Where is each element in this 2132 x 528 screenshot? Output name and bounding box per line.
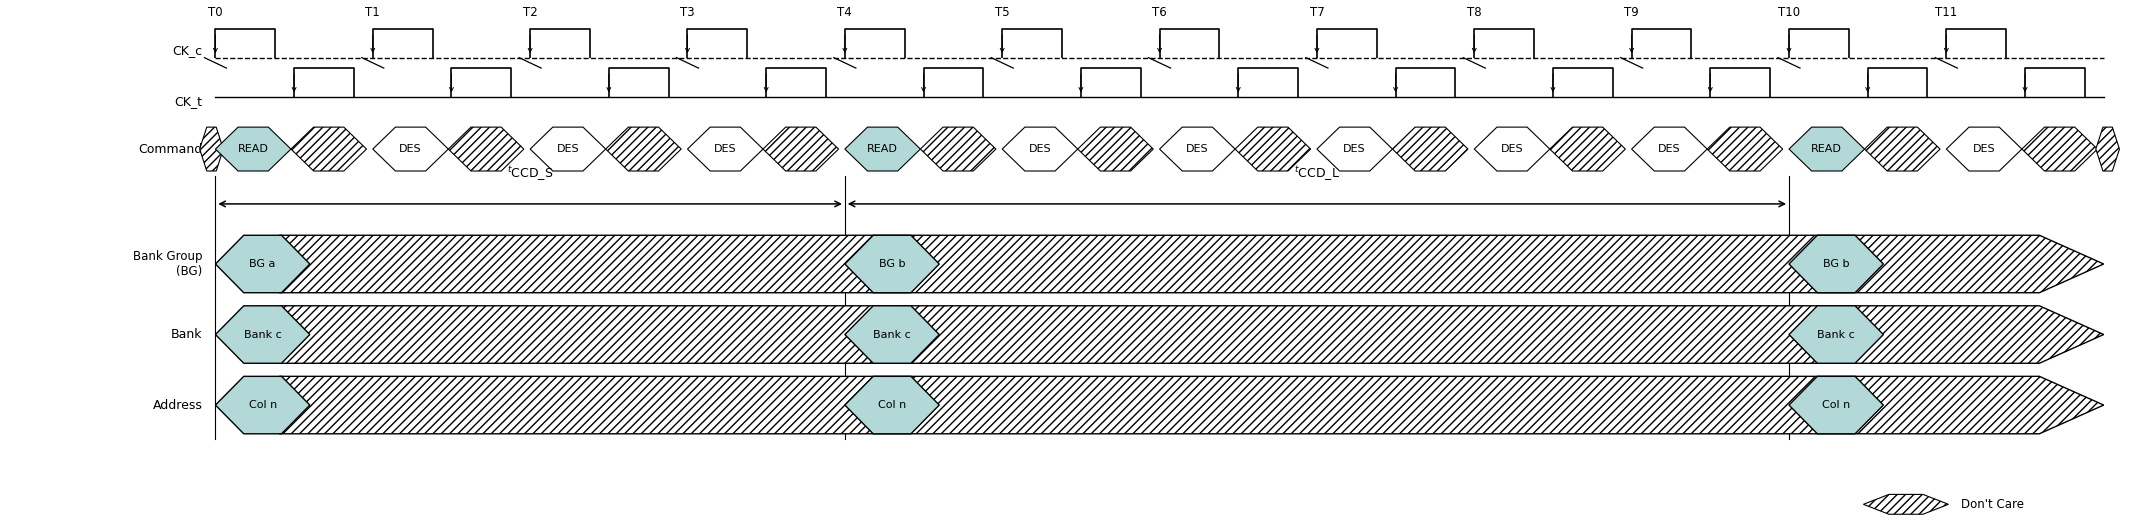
Text: Col n: Col n: [249, 400, 277, 410]
Text: READ: READ: [1812, 144, 1842, 154]
Polygon shape: [1947, 127, 2021, 171]
Polygon shape: [215, 235, 309, 293]
Text: BG b: BG b: [1823, 259, 1848, 269]
Polygon shape: [1863, 494, 1949, 514]
Polygon shape: [1318, 127, 1392, 171]
Text: DES: DES: [556, 144, 580, 154]
Polygon shape: [1866, 127, 1940, 171]
Text: DES: DES: [1028, 144, 1051, 154]
Polygon shape: [215, 376, 309, 434]
Text: Address: Address: [154, 399, 203, 411]
Polygon shape: [687, 127, 763, 171]
Text: DES: DES: [1185, 144, 1209, 154]
Polygon shape: [1550, 127, 1625, 171]
Text: T1: T1: [365, 6, 379, 20]
Polygon shape: [373, 127, 448, 171]
Text: DES: DES: [1343, 144, 1367, 154]
Polygon shape: [215, 235, 2104, 293]
Text: T5: T5: [996, 6, 1011, 20]
Text: T7: T7: [1309, 6, 1324, 20]
Text: T0: T0: [209, 6, 222, 20]
Polygon shape: [1789, 235, 1883, 293]
Text: Command: Command: [139, 143, 203, 156]
Text: T9: T9: [1625, 6, 1640, 20]
Polygon shape: [448, 127, 524, 171]
Polygon shape: [844, 306, 940, 363]
Text: $^{t}$CCD_S: $^{t}$CCD_S: [507, 165, 554, 183]
Text: Col n: Col n: [878, 400, 906, 410]
Polygon shape: [1789, 376, 1883, 434]
Polygon shape: [605, 127, 682, 171]
Text: T10: T10: [1778, 6, 1799, 20]
Polygon shape: [200, 127, 224, 171]
Polygon shape: [2021, 127, 2098, 171]
Polygon shape: [844, 235, 940, 293]
Polygon shape: [1160, 127, 1234, 171]
Text: DES: DES: [714, 144, 736, 154]
Text: READ: READ: [239, 144, 269, 154]
Polygon shape: [215, 127, 290, 171]
Text: BG b: BG b: [878, 259, 906, 269]
Text: Bank c: Bank c: [1816, 329, 1855, 340]
Text: BG a: BG a: [249, 259, 275, 269]
Text: T2: T2: [522, 6, 537, 20]
Text: Col n: Col n: [1823, 400, 1851, 410]
Polygon shape: [1631, 127, 1708, 171]
Polygon shape: [1708, 127, 1782, 171]
Polygon shape: [531, 127, 605, 171]
Text: Bank c: Bank c: [874, 329, 910, 340]
Text: Don't Care: Don't Care: [1961, 498, 2023, 511]
Polygon shape: [215, 306, 309, 363]
Text: T11: T11: [1936, 6, 1957, 20]
Polygon shape: [1079, 127, 1153, 171]
Text: DES: DES: [1659, 144, 1680, 154]
Text: DES: DES: [1972, 144, 1996, 154]
Text: Bank Group
(BG): Bank Group (BG): [132, 250, 203, 278]
Text: T6: T6: [1151, 6, 1166, 20]
Text: Bank c: Bank c: [243, 329, 281, 340]
Text: T3: T3: [680, 6, 695, 20]
Polygon shape: [1392, 127, 1469, 171]
Text: CK_t: CK_t: [175, 95, 203, 108]
Polygon shape: [844, 376, 940, 434]
Polygon shape: [763, 127, 838, 171]
Polygon shape: [290, 127, 367, 171]
Polygon shape: [215, 306, 2104, 363]
Polygon shape: [844, 127, 921, 171]
Text: DES: DES: [1501, 144, 1524, 154]
Polygon shape: [1789, 127, 1866, 171]
Text: CK_c: CK_c: [173, 44, 203, 57]
Polygon shape: [2096, 127, 2119, 171]
Text: Bank: Bank: [171, 328, 203, 341]
Text: READ: READ: [868, 144, 898, 154]
Polygon shape: [1789, 306, 1883, 363]
Text: T8: T8: [1467, 6, 1482, 20]
Polygon shape: [1234, 127, 1311, 171]
Polygon shape: [1473, 127, 1550, 171]
Polygon shape: [215, 376, 2104, 434]
Text: T4: T4: [838, 6, 853, 20]
Text: $^{t}$CCD_L: $^{t}$CCD_L: [1294, 165, 1341, 183]
Polygon shape: [1002, 127, 1079, 171]
Polygon shape: [921, 127, 996, 171]
Text: DES: DES: [399, 144, 422, 154]
